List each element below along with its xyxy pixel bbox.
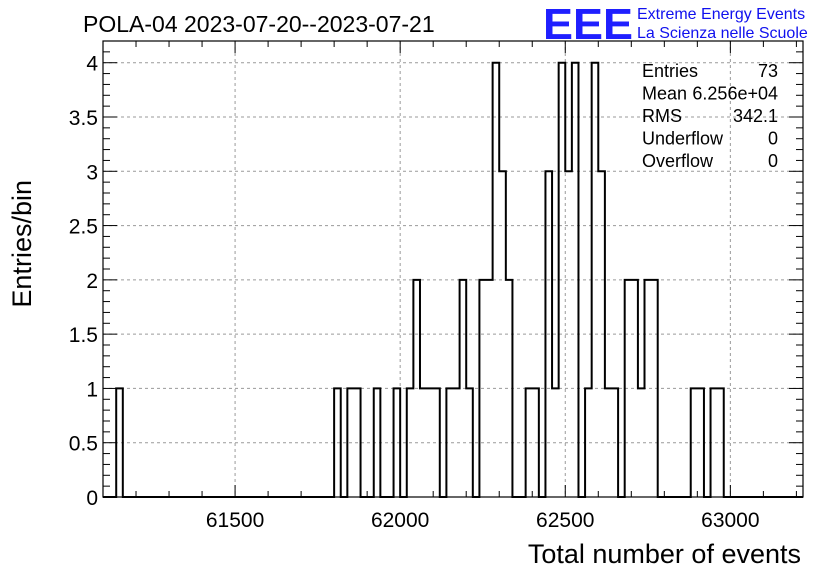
y-axis: 0 0.5 1 1.5 2 2.5 3 3.5 4 [69,40,803,510]
stats-value: 0 [768,129,778,149]
eee-logo-line2: La Scienza nelle Scuole [637,25,808,42]
eee-logo-mark: EEE [543,0,633,49]
stats-value: 0 [768,151,778,171]
y-tick-label: 3.5 [69,107,98,130]
stats-value: 73 [758,61,778,81]
stats-value: 6.256e+04 [692,84,778,104]
x-axis: 61500 62000 62500 63000 [102,41,797,532]
plot-frame [102,40,804,498]
stats-label: RMS [642,106,682,126]
stats-label: Mean [642,84,687,104]
grid-lines [103,41,803,497]
eee-logo: EEE Extreme Energy Events La Scienza nel… [543,0,808,49]
x-axis-title: Total number of events [528,539,801,569]
stats-label: Overflow [642,151,714,171]
stats-box: Entries 73 Mean 6.256e+04 RMS 342.1 Underflow 0… [642,61,778,171]
x-tick-label: 63000 [701,509,759,532]
y-tick-label: 0 [86,487,98,510]
chart-title: POLA-04 2023-07-20--2023-07-21 [83,11,435,37]
y-tick-label: 2.5 [69,216,98,239]
y-tick-label: 1.5 [69,324,98,347]
x-tick-label: 62500 [536,509,594,532]
stats-label: Underflow [642,129,724,149]
eee-logo-line1: Extreme Energy Events [637,6,805,23]
stats-label: Entries [642,61,698,81]
x-tick-label: 61500 [206,509,264,532]
y-tick-label: 0.5 [69,433,98,456]
stats-value: 342.1 [733,106,778,126]
x-tick-label: 62000 [371,509,429,532]
y-tick-label: 3 [86,161,98,184]
y-tick-label: 1 [86,378,98,401]
y-tick-label: 2 [86,270,98,293]
y-tick-label: 4 [86,53,98,76]
y-axis-title: Entries/bin [7,180,37,308]
